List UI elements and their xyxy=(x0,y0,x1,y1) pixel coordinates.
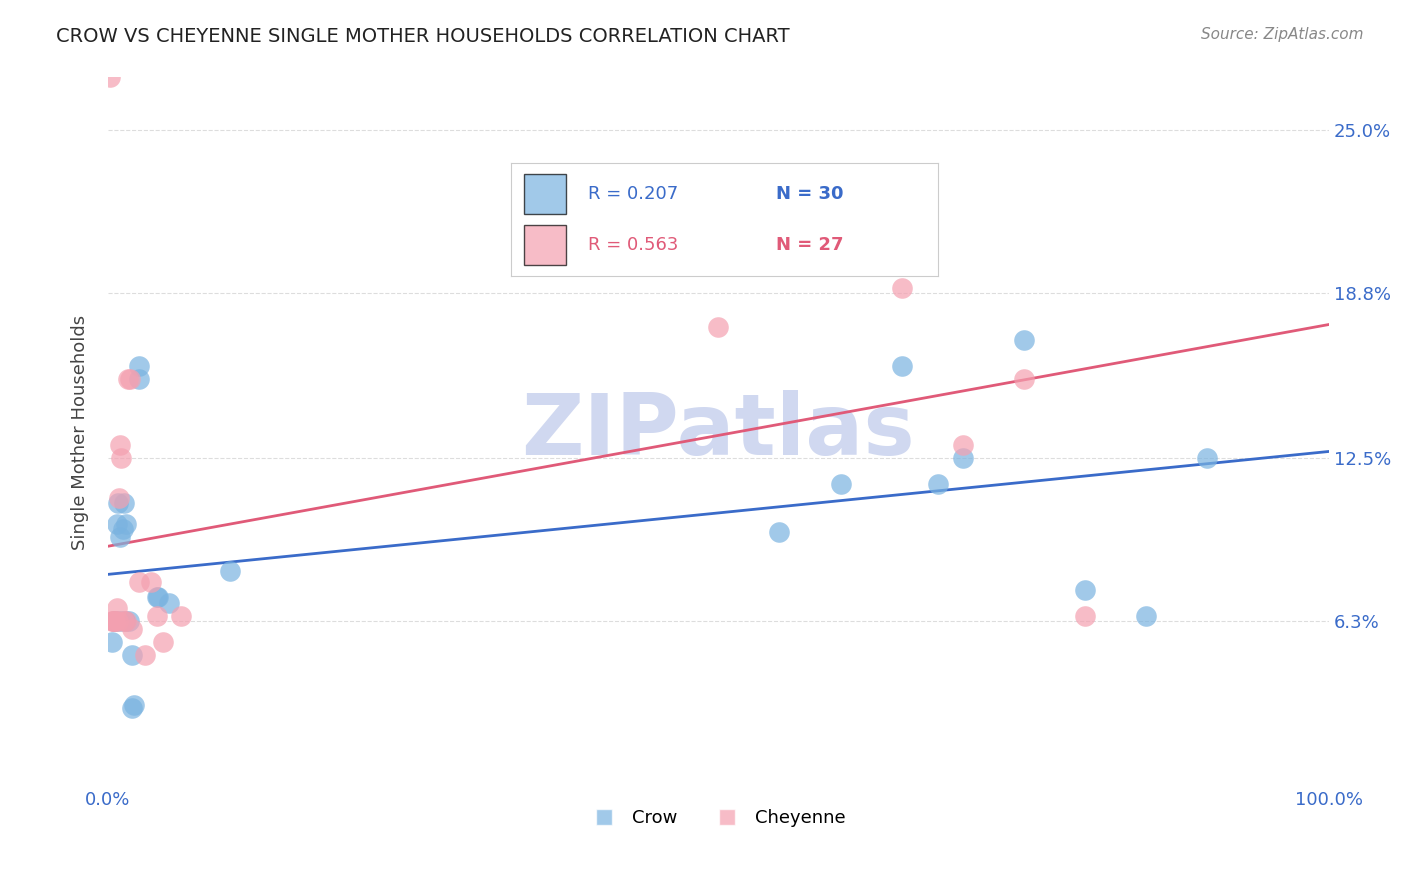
Point xyxy=(103,614,125,628)
Point xyxy=(103,614,125,628)
Point xyxy=(108,530,131,544)
Point xyxy=(100,635,122,649)
Point xyxy=(146,591,169,605)
Point xyxy=(1012,333,1035,347)
Point xyxy=(219,564,242,578)
Point xyxy=(830,477,852,491)
Point xyxy=(107,496,129,510)
Point xyxy=(105,601,128,615)
Point xyxy=(111,522,134,536)
Point xyxy=(112,614,135,628)
Point xyxy=(157,596,180,610)
Point xyxy=(115,614,138,628)
Text: CROW VS CHEYENNE SINGLE MOTHER HOUSEHOLDS CORRELATION CHART: CROW VS CHEYENNE SINGLE MOTHER HOUSEHOLD… xyxy=(56,27,790,45)
Point xyxy=(890,280,912,294)
Point xyxy=(1135,608,1157,623)
Point xyxy=(146,608,169,623)
Point xyxy=(146,591,169,605)
Point xyxy=(112,496,135,510)
Point xyxy=(1195,451,1218,466)
Point xyxy=(117,372,139,386)
Point xyxy=(128,574,150,589)
Point xyxy=(104,614,127,628)
Point xyxy=(121,622,143,636)
Point xyxy=(104,614,127,628)
Point xyxy=(100,70,122,85)
Point xyxy=(118,614,141,628)
Point xyxy=(1073,582,1095,597)
Point xyxy=(139,574,162,589)
Point xyxy=(128,359,150,374)
Point xyxy=(107,614,129,628)
Point xyxy=(108,438,131,452)
Point xyxy=(707,319,730,334)
Point xyxy=(952,451,974,466)
Point xyxy=(122,698,145,712)
Y-axis label: Single Mother Households: Single Mother Households xyxy=(72,314,89,549)
Point xyxy=(768,524,790,539)
Point xyxy=(115,516,138,531)
Legend: Crow, Cheyenne: Crow, Cheyenne xyxy=(583,802,853,834)
Point xyxy=(134,648,156,663)
Point xyxy=(110,451,132,466)
Point xyxy=(927,477,949,491)
Point xyxy=(114,614,136,628)
Point xyxy=(890,359,912,374)
Point xyxy=(152,635,174,649)
Point xyxy=(121,700,143,714)
Point xyxy=(101,614,124,628)
Point xyxy=(100,614,122,628)
Point xyxy=(108,614,131,628)
Point xyxy=(128,372,150,386)
Point xyxy=(830,202,852,216)
Text: Source: ZipAtlas.com: Source: ZipAtlas.com xyxy=(1201,27,1364,42)
Point xyxy=(118,372,141,386)
Point xyxy=(952,438,974,452)
Point xyxy=(1012,372,1035,386)
Text: ZIPatlas: ZIPatlas xyxy=(522,391,915,474)
Point xyxy=(170,608,193,623)
Point xyxy=(108,491,131,505)
Point xyxy=(121,648,143,663)
Point xyxy=(105,516,128,531)
Point xyxy=(1073,608,1095,623)
